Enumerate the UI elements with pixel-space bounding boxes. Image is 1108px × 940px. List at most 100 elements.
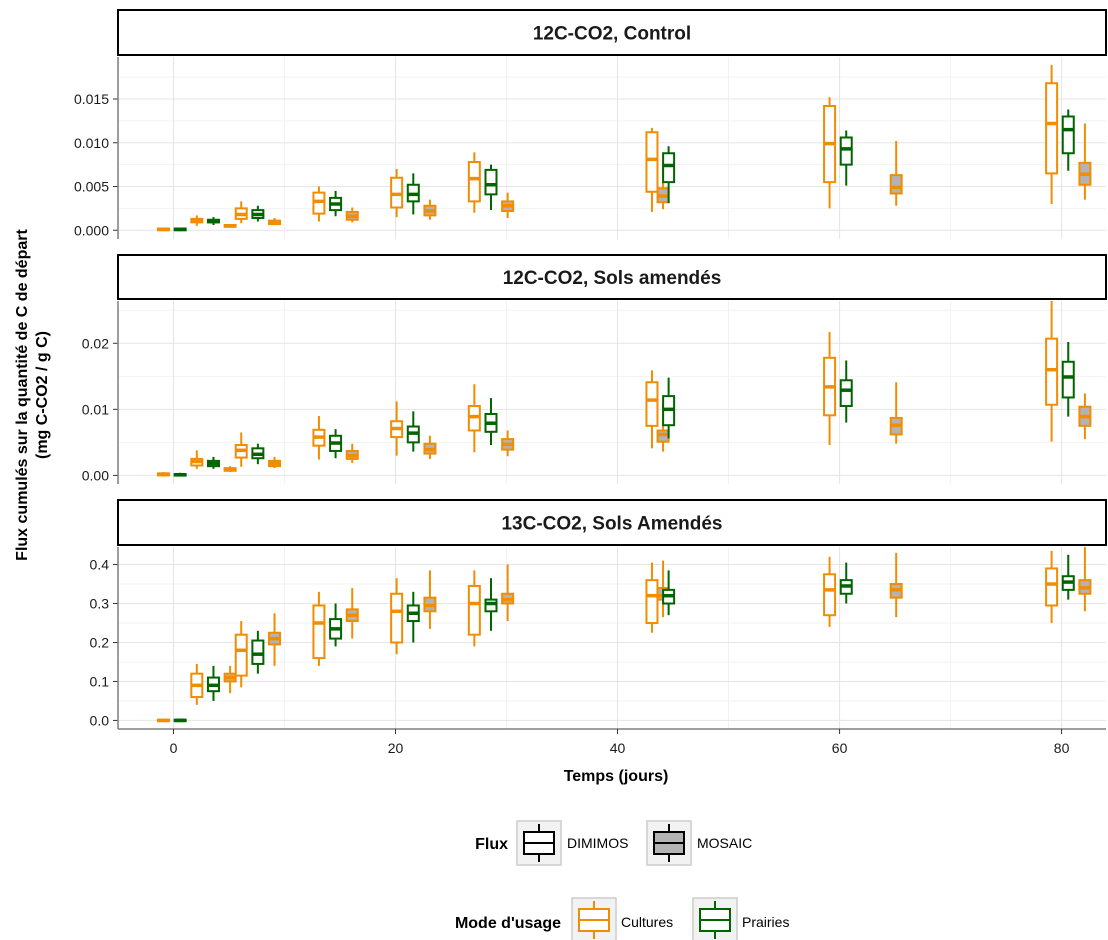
box-iqr: [839, 379, 853, 408]
box-mosaic-cultures: [268, 218, 282, 226]
box-dimimos-cultures: [190, 450, 204, 469]
box-dimimos-prairies: [484, 164, 498, 211]
box-dimimos-prairies: [1061, 554, 1075, 600]
y-tick-label: 0.01: [82, 401, 109, 417]
box-dimimos-prairies: [839, 562, 853, 604]
y-axis-title: Flux cumulés sur la quantité de C de dép…: [14, 229, 51, 561]
y-tick-label: 0.2: [90, 634, 110, 650]
y-tick-label: 0.1: [90, 673, 110, 689]
box-iqr: [467, 161, 481, 203]
box-dimimos-cultures: [157, 472, 171, 477]
box-dimimos-cultures: [823, 556, 837, 627]
legend-label-dimimos: DIMIMOS: [567, 835, 628, 851]
box-dimimos-prairies: [662, 146, 676, 204]
box-mosaic-cultures: [223, 466, 237, 473]
legend-flux: Flux DIMIMOS MOSAIC: [475, 820, 752, 866]
legend-label-prairies: Prairies: [742, 914, 789, 930]
facet-strip: [117, 499, 1107, 546]
box-iqr: [662, 152, 676, 184]
box-mosaic-cultures: [501, 430, 515, 457]
y-axis-title-line-2: (mg C-CO2 / g C): [34, 331, 51, 459]
box-iqr: [645, 131, 659, 193]
box-iqr: [823, 573, 837, 617]
box-dimimos-cultures: [312, 591, 326, 666]
box-iqr: [234, 633, 248, 677]
box-iqr: [1045, 567, 1059, 607]
box-dimimos-cultures: [390, 169, 404, 218]
legend-key-cultures: [571, 897, 617, 940]
panel-background: [118, 301, 1106, 484]
box-dimimos-cultures: [157, 718, 171, 723]
box-dimimos-prairies: [406, 591, 420, 643]
box-iqr: [467, 584, 481, 636]
box-dimimos-prairies: [1061, 109, 1075, 171]
box-mosaic-cultures: [1078, 547, 1092, 612]
box-dimimos-cultures: [645, 562, 659, 633]
box-dimimos-cultures: [823, 332, 837, 446]
box-dimimos-cultures: [312, 415, 326, 460]
box-dimimos-prairies: [839, 360, 853, 423]
gridlines: [118, 547, 1106, 729]
box-dimimos-prairies: [662, 377, 676, 439]
box-dimimos-prairies: [206, 217, 220, 225]
box-dimimos-prairies: [173, 718, 187, 723]
box-iqr: [251, 639, 265, 665]
x-tick-label: 0: [170, 740, 178, 756]
box-dimimos-prairies: [173, 472, 187, 477]
y-tick-label: 0.010: [74, 135, 109, 151]
box-mosaic-cultures: [345, 207, 359, 223]
box-dimimos-cultures: [312, 186, 326, 222]
box-dimimos-cultures: [467, 570, 481, 647]
box-mosaic-cultures: [423, 199, 437, 220]
box-iqr: [484, 598, 498, 613]
box-dimimos-cultures: [823, 97, 837, 209]
y-tick-label: 0.00: [82, 467, 109, 483]
y-tick-label: 0.000: [74, 222, 109, 238]
facet-strip-title: 12C-CO2, Sols amendés: [503, 268, 722, 289]
box-dimimos-cultures: [190, 215, 204, 226]
box-mosaic-cultures: [423, 435, 437, 459]
box-iqr: [312, 604, 326, 660]
box-dimimos-cultures: [390, 578, 404, 655]
boxplots: [157, 547, 1092, 723]
box-mosaic-cultures: [345, 587, 359, 639]
box-mosaic-cultures: [268, 613, 282, 666]
x-tick-label: 40: [610, 740, 626, 756]
box-dimimos-cultures: [1045, 550, 1059, 623]
panel-background: [118, 547, 1106, 729]
box-mosaic-cultures: [1078, 393, 1092, 440]
x-axis-title: Temps (jours): [564, 768, 669, 785]
x-tick-label: 80: [1054, 740, 1070, 756]
box-dimimos-prairies: [329, 603, 343, 647]
facet-strip-title: 13C-CO2, Sols Amendés: [501, 514, 722, 535]
gridlines: [118, 301, 1106, 484]
x-tick-label: 20: [388, 740, 404, 756]
box-iqr: [889, 174, 903, 195]
y-tick-label: 0.02: [82, 335, 109, 351]
box-dimimos-prairies: [206, 665, 220, 701]
box-dimimos-prairies: [662, 570, 676, 616]
box-iqr: [1045, 82, 1059, 175]
legend-mode: Mode d'usage Cultures Prairies: [455, 897, 789, 940]
box-dimimos-prairies: [251, 205, 265, 222]
box-mosaic-cultures: [223, 224, 237, 228]
box-dimimos-prairies: [839, 130, 853, 186]
box-mosaic-cultures: [889, 141, 903, 206]
facet-panel: 12C-CO2, Control 0.000 0.005 0.010 0.015: [74, 9, 1107, 239]
box-dimimos-prairies: [406, 173, 420, 215]
box-iqr: [484, 168, 498, 196]
x-tick-label: 60: [832, 740, 848, 756]
box-dimimos-prairies: [484, 398, 498, 446]
box-dimimos-cultures: [190, 663, 204, 705]
box-dimimos-prairies: [251, 630, 265, 674]
box-dimimos-prairies: [251, 443, 265, 465]
box-mosaic-cultures: [345, 443, 359, 463]
box-dimimos-cultures: [645, 127, 659, 212]
x-axis: 0 20 40 60 80: [118, 728, 1106, 756]
box-dimimos-prairies: [173, 227, 187, 232]
box-dimimos-cultures: [234, 201, 248, 224]
legend-key-prairies: [692, 897, 738, 940]
box-dimimos-cultures: [390, 401, 404, 456]
facet-panel: 13C-CO2, Sols Amendés 0.0 0.1 0.2 0.3 0.4: [90, 499, 1107, 729]
